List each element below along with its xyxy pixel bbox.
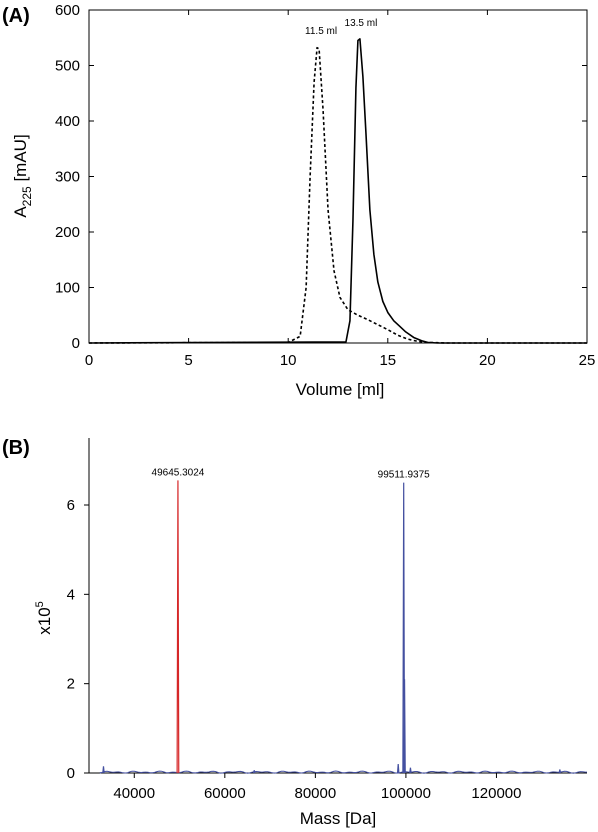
panel-a-y-axis-sub: 225 xyxy=(20,186,34,206)
panel-a-y-axis-unit: [mAU] xyxy=(11,134,30,186)
panel-a-label: (A) xyxy=(2,5,30,27)
panel-b-peak-label: 49645.3024 xyxy=(152,467,205,478)
panel-b-peak xyxy=(252,770,256,774)
panel-a-x-tick-label: 25 xyxy=(579,352,596,369)
panel-b-y-axis-main: x10 xyxy=(35,607,54,634)
panel-a-y-ticks: 0 100 200 300 400 500 600 xyxy=(55,2,587,352)
panel-a-x-tick-label: 5 xyxy=(184,352,192,369)
panel-a-series-solid-line xyxy=(88,38,587,344)
panel-b-y-axis-sup: 5 xyxy=(34,601,46,607)
panel-b-baseline-trace xyxy=(99,770,588,774)
panel-b-peak xyxy=(409,767,412,774)
panel-b-y-axis-title: x105 xyxy=(34,601,54,635)
panel-b-x-tick-label: 100000 xyxy=(381,785,431,802)
panel-b-peak xyxy=(176,480,180,774)
panel-b-peak xyxy=(558,769,562,774)
panel-b: (B) 0 2 4 6 40000 60000 80000 100000 120000 496… xyxy=(2,437,588,828)
panel-b-series xyxy=(99,480,588,774)
panel-b-x-axis-title: Mass [Da] xyxy=(300,809,377,828)
panel-b-peak xyxy=(396,764,400,774)
panel-b-y-tick-label: 6 xyxy=(67,497,75,514)
panel-a-x-ticks: 0 5 10 15 20 25 xyxy=(85,10,596,369)
panel-a-peak-annotation: 13.5 ml xyxy=(345,18,378,29)
panel-b-x-tick-label: 120000 xyxy=(471,785,521,802)
panel-a-y-tick-label: 500 xyxy=(55,58,80,75)
panel-a-peak-annotation: 11.5 ml xyxy=(305,26,337,37)
panel-a-x-axis-title: Volume [ml] xyxy=(296,380,385,399)
panel-b-label: (B) xyxy=(2,437,30,459)
panel-b-x-tick-label: 60000 xyxy=(204,785,246,802)
panel-a-y-tick-label: 100 xyxy=(55,280,80,297)
panel-b-annotations: 49645.3024 99511.9375 xyxy=(152,467,431,480)
panel-a-x-tick-label: 20 xyxy=(479,352,496,369)
panel-b-y-tick-label: 4 xyxy=(67,586,75,603)
panel-a-y-tick-label: 0 xyxy=(72,335,80,352)
panel-b-peak-label: 99511.9375 xyxy=(378,470,431,481)
panel-a-x-tick-label: 0 xyxy=(85,352,93,369)
panel-b-peak xyxy=(102,766,105,774)
panel-b-x-tick-label: 40000 xyxy=(113,785,155,802)
panel-b-x-ticks: 40000 60000 80000 100000 120000 xyxy=(113,773,521,802)
panel-a-y-axis-title: A225 [mAU] xyxy=(11,134,34,217)
panel-a-series-dashed-line xyxy=(88,46,587,344)
panel-a-y-tick-label: 300 xyxy=(55,169,80,186)
panel-b-peak xyxy=(402,482,406,774)
panel-a-frame xyxy=(88,9,588,344)
panel-a-y-axis-main: A xyxy=(11,206,30,218)
panel-a-y-tick-label: 400 xyxy=(55,113,80,130)
panel-a-x-tick-label: 10 xyxy=(280,352,297,369)
panel-a-y-tick-label: 600 xyxy=(55,2,80,19)
panel-a-annotations: 11.5 ml 13.5 ml xyxy=(305,18,377,37)
panel-b-y-ticks: 0 2 4 6 xyxy=(67,497,89,782)
panel-a-series xyxy=(88,38,587,344)
panel-b-peak xyxy=(403,679,406,774)
panel-b-y-tick-label: 2 xyxy=(67,676,75,693)
panel-b-x-tick-label: 80000 xyxy=(295,785,337,802)
panel-a-x-tick-label: 15 xyxy=(379,352,396,369)
panel-b-y-tick-label: 0 xyxy=(67,765,75,782)
panel-a: (A) 0 100 200 300 400 500 600 0 5 10 15 20 25 11.5 … xyxy=(2,2,595,399)
panel-a-y-tick-label: 200 xyxy=(55,224,80,241)
